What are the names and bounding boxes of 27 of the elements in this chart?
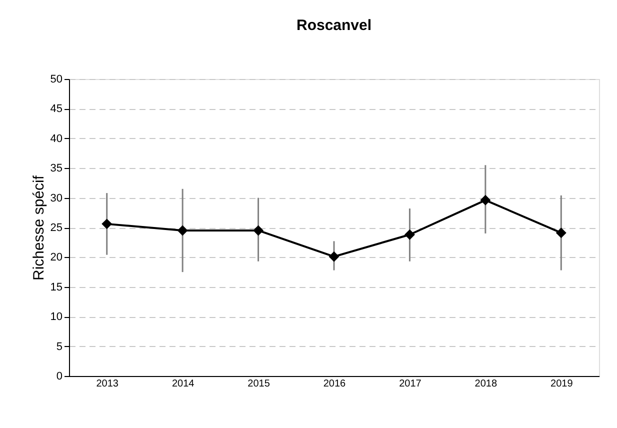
y-tick-label: 10 [50, 311, 62, 324]
point [404, 229, 415, 240]
x-tick-label: 2015 [248, 378, 270, 390]
x-tick-label: 2016 [323, 378, 346, 390]
point [328, 251, 340, 262]
point [480, 194, 491, 206]
y-axis-title: Richesse spécif [30, 174, 48, 281]
y-tick-label: 30 [50, 192, 62, 204]
y-tick-label: 40 [50, 132, 62, 145]
y-tick-label: 15 [50, 281, 62, 294]
y-tick-label: 20 [50, 252, 62, 264]
point [102, 218, 112, 230]
y-tick-label: 50 [50, 74, 62, 86]
x-tick-label: 2013 [96, 378, 119, 390]
y-tick-label: 5 [56, 340, 62, 353]
y-tick-label: 25 [50, 222, 62, 234]
x-tick-label: 2014 [172, 378, 195, 390]
point [253, 225, 264, 236]
x-tick-label: 2019 [550, 378, 574, 390]
y-tick-label: 45 [50, 103, 62, 116]
chart-title: Roscanvel [296, 17, 372, 34]
y-tick-label: 35 [50, 162, 62, 175]
y-tick-label: 0 [56, 370, 62, 382]
point [556, 228, 566, 238]
x-tick-label: 2017 [399, 378, 422, 390]
point [177, 225, 188, 236]
x-tick-label: 2018 [474, 378, 498, 390]
